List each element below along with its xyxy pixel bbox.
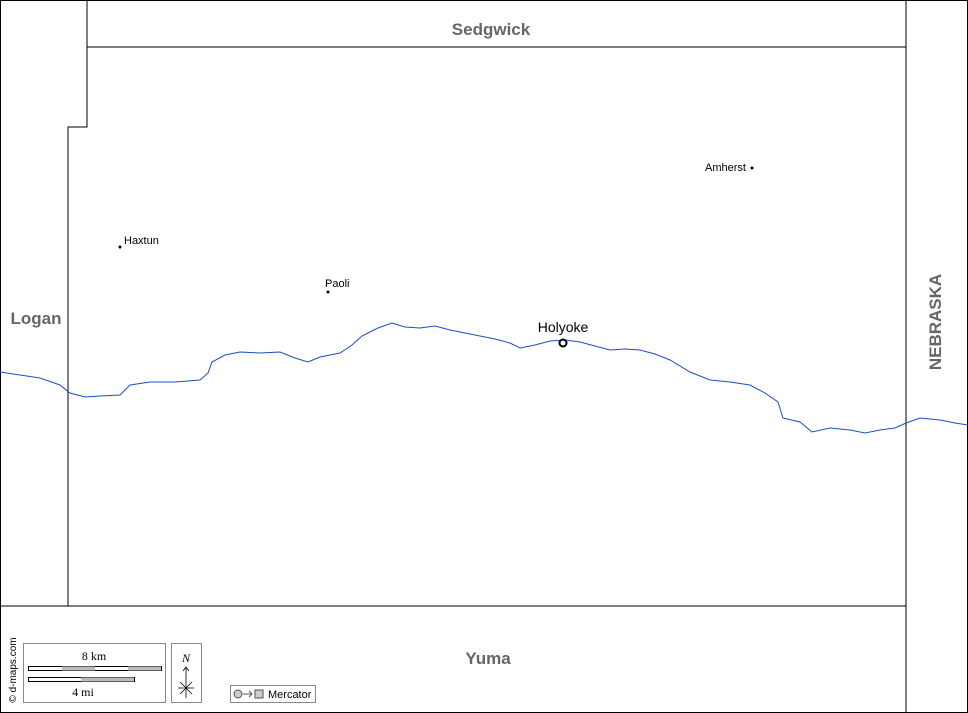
north-arrow bbox=[178, 666, 194, 698]
town-marker bbox=[118, 245, 122, 249]
north-label: N bbox=[181, 651, 191, 665]
scale-label: 4 mi bbox=[72, 685, 94, 699]
scale-label: 8 km bbox=[82, 649, 107, 663]
projection-icon bbox=[254, 689, 264, 699]
county-seat-marker bbox=[558, 338, 568, 348]
north-box bbox=[171, 643, 202, 703]
neighbor-label: Logan bbox=[11, 309, 62, 328]
projection-label: Mercator bbox=[268, 689, 312, 701]
town-label: Amherst bbox=[705, 162, 746, 174]
town-label: Haxtun bbox=[124, 235, 159, 247]
credit: © d-maps.com bbox=[8, 637, 19, 702]
county-seat-label: Holyoke bbox=[538, 319, 589, 335]
scale-box bbox=[23, 643, 166, 703]
river bbox=[0, 322, 968, 434]
neighbor-label: NEBRASKA bbox=[926, 274, 945, 370]
projection-icon bbox=[233, 689, 243, 699]
projection-icon bbox=[243, 690, 253, 698]
neighbor-label: Yuma bbox=[465, 649, 511, 668]
scale-bar bbox=[81, 677, 134, 682]
scale-bar bbox=[62, 666, 95, 671]
town-marker bbox=[326, 290, 330, 294]
scale-bar bbox=[128, 666, 161, 671]
projection-box bbox=[230, 685, 316, 703]
county-borders bbox=[0, 0, 907, 713]
neighbor-label: Sedgwick bbox=[452, 20, 531, 39]
town-marker bbox=[750, 166, 754, 170]
town-label: Paoli bbox=[325, 278, 349, 290]
